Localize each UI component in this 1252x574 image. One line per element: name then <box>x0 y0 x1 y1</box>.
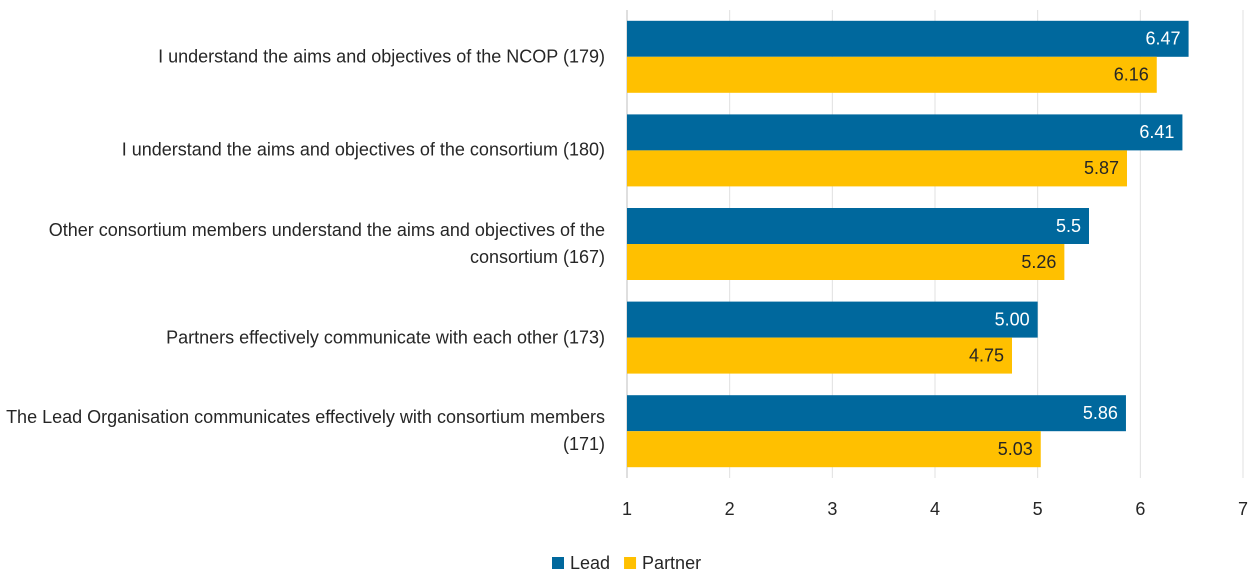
data-label: 6.16 <box>1114 65 1149 85</box>
legend-label: Lead <box>570 553 610 573</box>
bar <box>627 20 1189 57</box>
category-label: I understand the aims and objectives of … <box>158 46 605 67</box>
bar <box>627 301 1038 338</box>
category-label: I understand the aims and objectives of … <box>121 139 605 160</box>
data-label: 5.86 <box>1083 403 1118 423</box>
data-label: 5.87 <box>1084 158 1119 178</box>
data-label: 5.03 <box>998 439 1033 459</box>
x-tick-label: 5 <box>1033 499 1043 519</box>
legend-label: Partner <box>642 553 701 573</box>
x-tick-label: 6 <box>1135 499 1145 519</box>
legend-swatch <box>552 557 564 569</box>
data-label: 5.00 <box>995 309 1030 329</box>
x-tick-label: 4 <box>930 499 940 519</box>
x-tick-label: 7 <box>1238 499 1248 519</box>
bar <box>627 431 1041 468</box>
bar <box>627 208 1089 244</box>
data-label: 6.41 <box>1139 122 1174 142</box>
x-tick-label: 1 <box>622 499 632 519</box>
category-label: Partners effectively communicate with ea… <box>166 327 605 348</box>
category-label: The Lead Organisation communicates effec… <box>6 407 605 455</box>
x-tick-label: 2 <box>725 499 735 519</box>
data-label: 6.47 <box>1146 29 1181 49</box>
bar <box>627 337 1012 374</box>
bar <box>627 150 1127 187</box>
legend-swatch <box>624 557 637 569</box>
bar <box>627 244 1065 280</box>
data-label: 5.5 <box>1056 216 1081 236</box>
category-label: Other consortium members understand the … <box>48 220 605 267</box>
x-tick-label: 3 <box>827 499 837 519</box>
data-label: 5.26 <box>1021 252 1056 272</box>
bar <box>627 56 1157 93</box>
bar <box>627 395 1126 432</box>
bar <box>627 114 1183 151</box>
data-label: 4.75 <box>969 345 1004 365</box>
